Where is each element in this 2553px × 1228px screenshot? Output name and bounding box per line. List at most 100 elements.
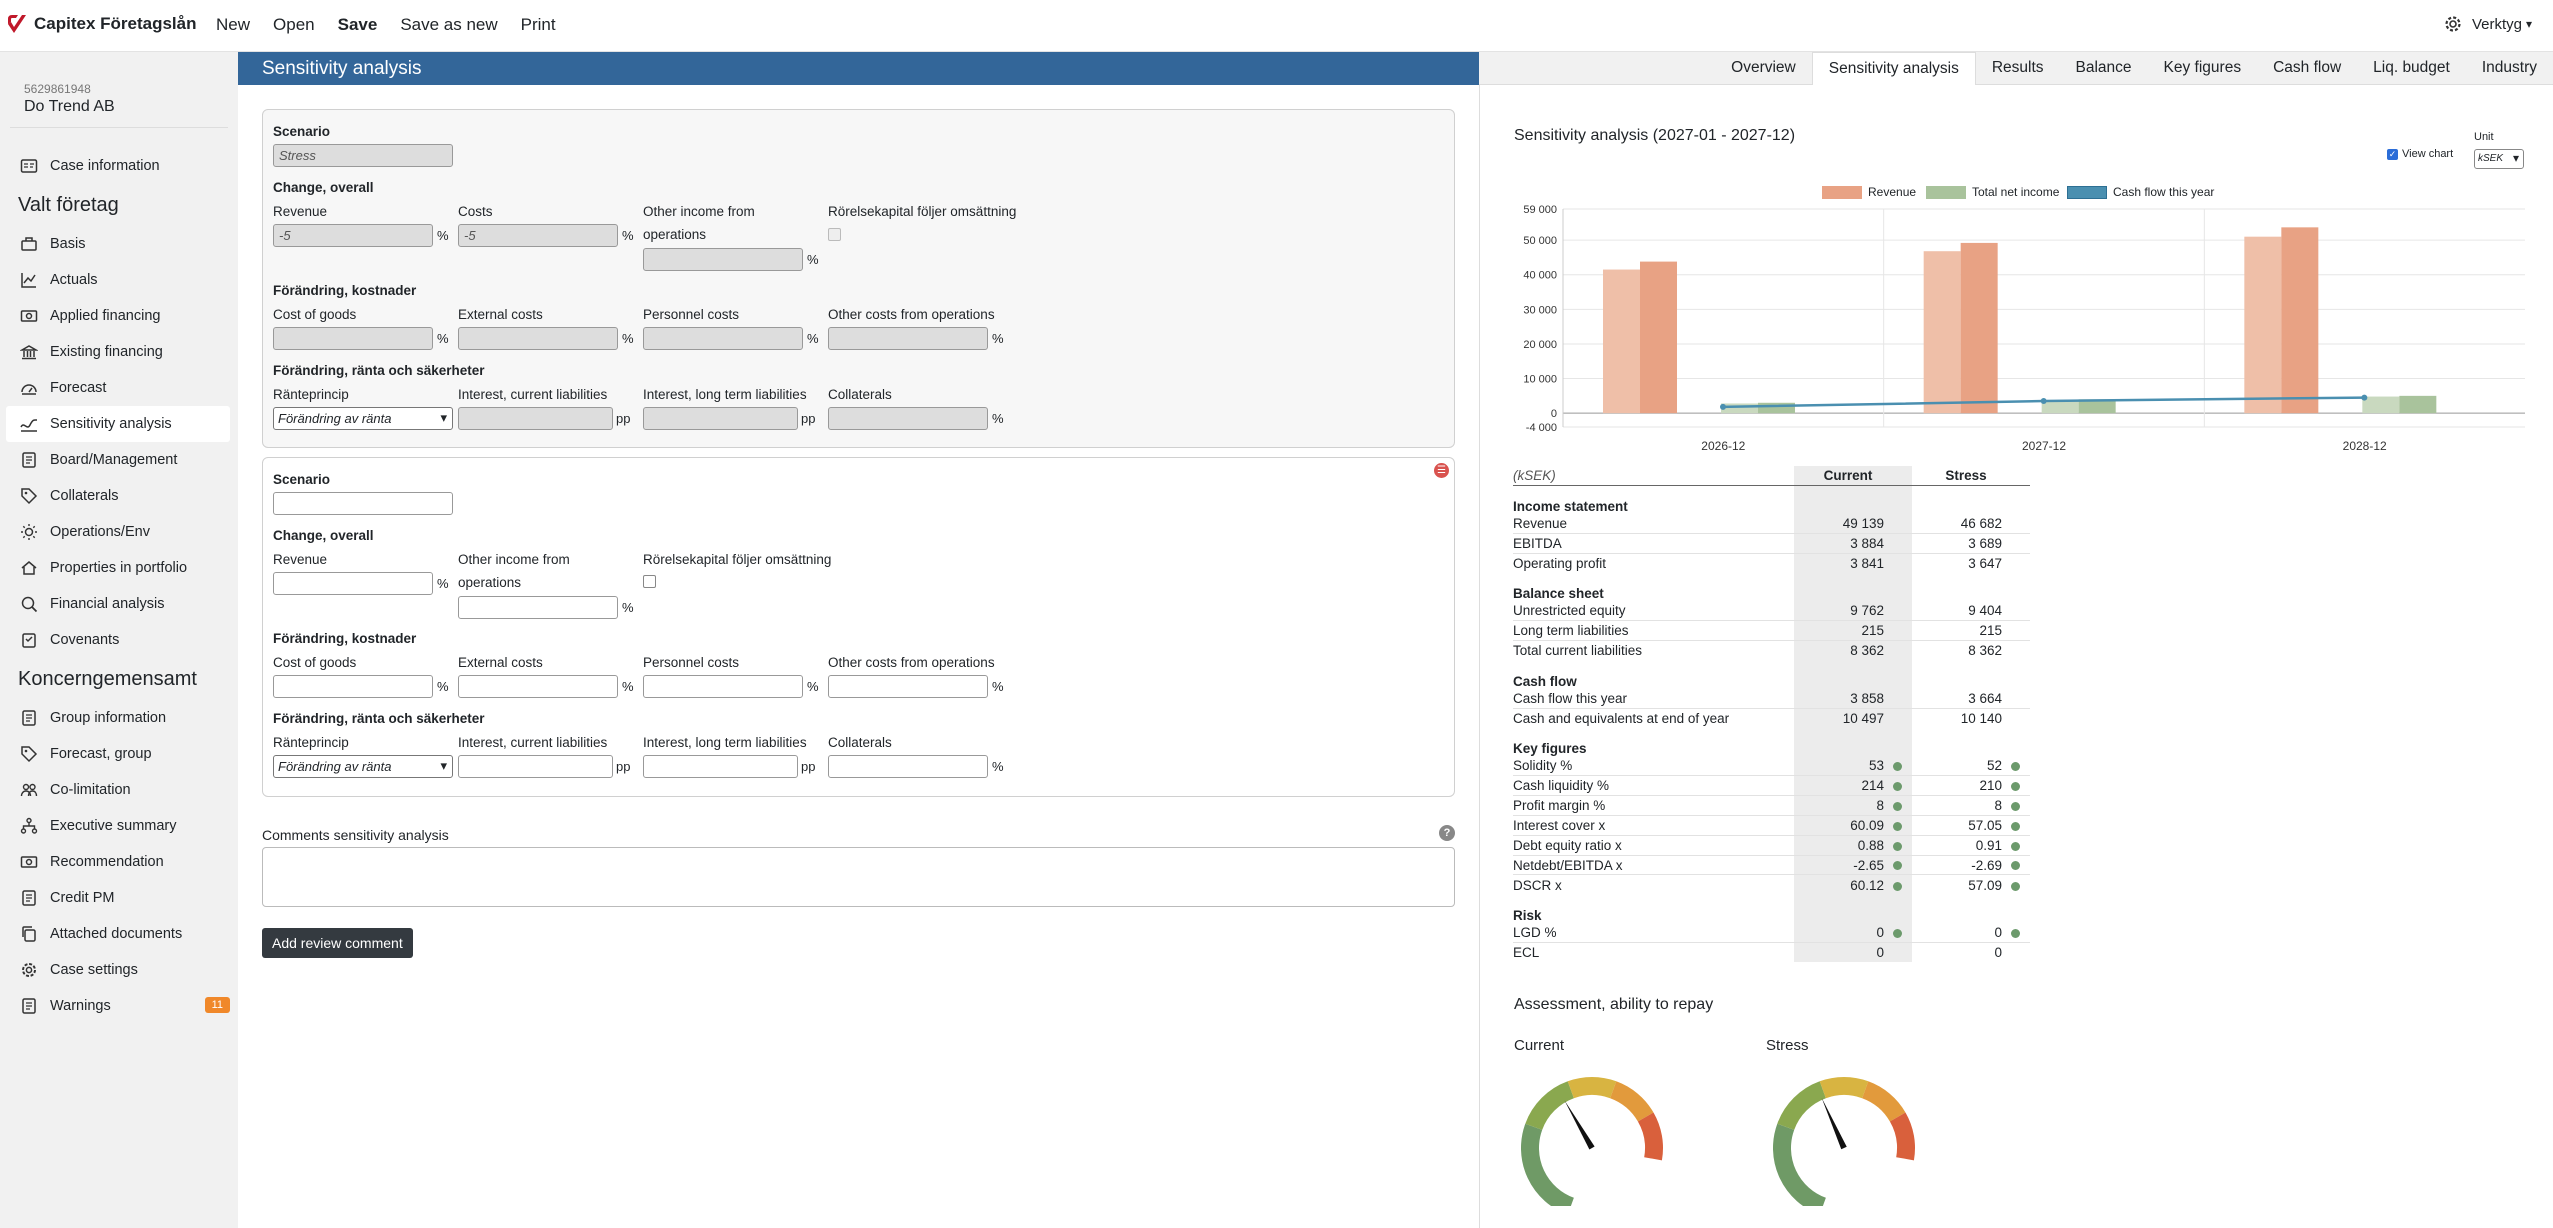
sidebar-item-label: Recommendation [50, 854, 164, 870]
sidebar-item-case-settings[interactable]: Case settings [0, 952, 238, 988]
tab-overview[interactable]: Overview [1731, 59, 1796, 76]
tab-balance[interactable]: Balance [2075, 59, 2132, 76]
sidebar-item-properties-in-portfolio[interactable]: Properties in portfolio [0, 550, 238, 586]
sidebar-item-label: Actuals [50, 272, 98, 288]
sidebar-item-basis[interactable]: Basis [0, 226, 238, 262]
rate-principle-select[interactable]: Förändring av ränta [273, 755, 453, 778]
sidebar-item-forecast[interactable]: Forecast [0, 370, 238, 406]
sidebar-item-forecast-group[interactable]: Forecast, group [0, 736, 238, 772]
sidebar-item-financial-analysis[interactable]: Financial analysis [0, 586, 238, 622]
tab-industry[interactable]: Industry [2481, 59, 2537, 76]
tab-results[interactable]: Results [1991, 59, 2044, 76]
gauge-segment [1889, 1112, 1915, 1161]
legend-cash-flow[interactable]: Cash flow this year [2067, 185, 2214, 199]
help-icon[interactable]: ? [1439, 825, 1455, 841]
sidebar-item-executive-summary[interactable]: Executive summary [0, 808, 238, 844]
sidebar-item-operations-env[interactable]: Operations/Env [0, 514, 238, 550]
change-overall-heading: Change, overall [273, 528, 374, 543]
stress-value: 3 664 [1968, 690, 2002, 706]
chevron-down-icon: ▾ [2525, 17, 2532, 31]
stress-value-cell: 9 404 [1912, 601, 2030, 622]
menu-save[interactable]: Save [337, 15, 378, 34]
x-tick-label: 2028-12 [2343, 439, 2387, 453]
external-costs-field[interactable] [458, 327, 618, 350]
sidebar-item-existing-financing[interactable]: Existing financing [0, 334, 238, 370]
sidebar-item-label: Sensitivity analysis [50, 416, 172, 432]
rate-principle-select[interactable]: Förändring av ränta [273, 407, 453, 430]
cog-field[interactable] [273, 327, 433, 350]
delete-scenario-icon[interactable]: ☰ [1434, 463, 1449, 478]
other-income-field[interactable] [458, 596, 618, 619]
menu-open[interactable]: Open [273, 15, 315, 34]
interest-current-field[interactable] [458, 755, 613, 778]
personnel-costs-field[interactable] [643, 327, 803, 350]
current-value: 214 [1861, 778, 1884, 794]
menu-new[interactable]: New [216, 15, 251, 34]
percent-unit: % [437, 679, 449, 694]
table-row: LGD % 0 0 [1513, 922, 2030, 944]
table-row: DSCR x 60.12 57.09 [1513, 874, 2030, 895]
percent-unit: % [622, 331, 634, 346]
scenario-name-field[interactable]: Stress [273, 144, 453, 167]
sidebar-item-applied-financing[interactable]: Applied financing [0, 298, 238, 334]
working-capital-label: Rörelsekapital följer omsättning [828, 204, 1017, 219]
sidebar-item-collaterals[interactable]: Collaterals [0, 478, 238, 514]
unit-select[interactable]: kSEK [2474, 149, 2524, 169]
percent-unit: % [437, 228, 449, 243]
other-costs-field[interactable] [828, 327, 988, 350]
row-label: Profit margin % [1513, 795, 1794, 817]
working-capital-checkbox[interactable] [828, 228, 841, 241]
stress-value-cell: 57.09 [1912, 875, 2030, 895]
sidebar-item-recommendation[interactable]: Recommendation [0, 844, 238, 880]
comments-textarea[interactable] [262, 847, 1455, 907]
personnel-costs-field[interactable] [643, 675, 803, 698]
table-row: Netdebt/EBITDA x -2.65 -2.69 [1513, 855, 2030, 876]
tag-icon [21, 746, 38, 763]
sidebar-item-warnings[interactable]: Warnings 11 [0, 988, 238, 1024]
current-value-cell: 60.12 [1794, 874, 1912, 895]
menu-save-as-new[interactable]: Save as new [400, 15, 498, 34]
revenue-field[interactable] [273, 572, 433, 595]
interest-long-field[interactable] [643, 755, 798, 778]
add-review-comment-button[interactable]: Add review comment [262, 928, 413, 958]
other-costs-field[interactable] [828, 675, 988, 698]
tab-cash-flow[interactable]: Cash flow [2273, 59, 2342, 76]
sidebar-item-co-limitation[interactable]: Co-limitation [0, 772, 238, 808]
menu-print[interactable]: Print [520, 15, 556, 34]
app-brand[interactable]: Capitex Företagslån [6, 13, 197, 35]
scenario-name-field[interactable] [273, 492, 453, 515]
working-capital-checkbox[interactable] [643, 575, 656, 588]
tab-key-figures[interactable]: Key figures [2163, 59, 2242, 76]
sidebar-item-covenants[interactable]: Covenants [0, 622, 238, 658]
interest-long-field[interactable] [643, 407, 798, 430]
gauge-segment [1819, 1077, 1869, 1099]
external-costs-field[interactable] [458, 675, 618, 698]
sidebar-item-attached-documents[interactable]: Attached documents [0, 916, 238, 952]
tools-menu[interactable]: Verktyg ▾ [2443, 14, 2532, 34]
sidebar-item-group-information[interactable]: Group information [0, 700, 238, 736]
legend-revenue[interactable]: Revenue [1822, 185, 1916, 199]
sidebar-item-label: Warnings [50, 998, 111, 1014]
view-chart-checkbox[interactable]: ✓ View chart [2387, 148, 2453, 160]
sidebar-item-case-information[interactable]: Case information [0, 148, 238, 184]
legend-net-income[interactable]: Total net income [1926, 185, 2059, 199]
clipboard-icon [22, 633, 36, 648]
collaterals-field[interactable] [828, 407, 988, 430]
interest-current-field[interactable] [458, 407, 613, 430]
cog-field[interactable] [273, 675, 433, 698]
costs-field[interactable]: -5 [458, 224, 618, 247]
other-income-field[interactable] [643, 248, 803, 271]
sidebar-item-actuals[interactable]: Actuals [0, 262, 238, 298]
revenue-field[interactable]: -5 [273, 224, 433, 247]
collaterals-field[interactable] [828, 755, 988, 778]
sidebar-item-board-management[interactable]: Board/Management [0, 442, 238, 478]
other-income-label: Other income from [458, 552, 570, 567]
current-value: 3 841 [1850, 556, 1884, 572]
table-row: Unrestricted equity 9 762 9 404 [1513, 601, 2030, 622]
tab-sensitivity-analysis[interactable]: Sensitivity analysis [1811, 52, 1976, 85]
percent-unit: % [622, 228, 634, 243]
sidebar-item-sensitivity-analysis[interactable]: Sensitivity analysis [6, 406, 230, 442]
sidebar-item-credit-pm[interactable]: Credit PM [0, 880, 238, 916]
tab-liq-budget[interactable]: Liq. budget [2373, 59, 2450, 76]
current-value: 0 [1876, 924, 1884, 940]
